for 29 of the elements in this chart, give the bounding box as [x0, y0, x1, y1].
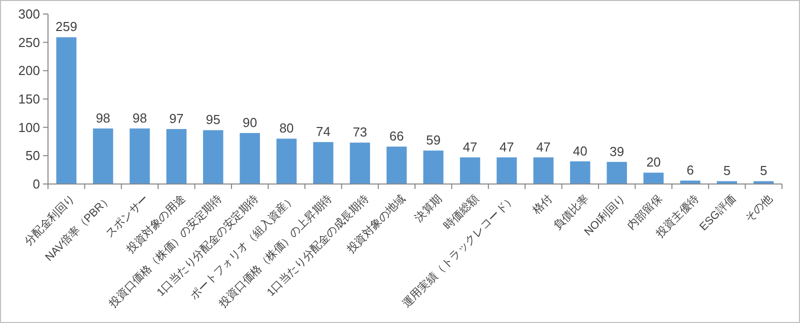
data-label: 98 — [132, 110, 147, 126]
data-label: 47 — [536, 139, 551, 154]
data-label: 59 — [426, 132, 441, 148]
data-label: 47 — [500, 139, 514, 154]
data-label: 39 — [610, 144, 624, 159]
data-label: 40 — [572, 143, 588, 158]
data-label: 5 — [760, 163, 768, 178]
y-tick-label: 300 — [18, 6, 40, 22]
data-label: 6 — [686, 162, 694, 178]
x-tick-label: その他 — [743, 192, 775, 225]
y-tick-label: 100 — [18, 120, 40, 135]
y-tick-label: 50 — [26, 148, 40, 164]
data-label: 90 — [242, 115, 258, 130]
data-label: 74 — [316, 124, 330, 140]
data-label: 98 — [96, 110, 110, 126]
data-label: 97 — [169, 111, 184, 126]
x-tick-label: 格付 — [530, 192, 555, 218]
data-label: 80 — [279, 120, 294, 136]
y-tick-label: 200 — [18, 63, 40, 78]
y-tick-label: 250 — [18, 34, 40, 50]
data-label: 20 — [646, 154, 661, 170]
data-label: 73 — [352, 124, 368, 140]
data-label: 47 — [462, 139, 478, 154]
data-label: 66 — [389, 128, 404, 144]
data-label: 259 — [56, 19, 78, 34]
y-tick-label: 150 — [18, 92, 40, 106]
y-tick-label: 0 — [32, 176, 40, 192]
data-label: 5 — [723, 163, 731, 178]
data-label: 95 — [206, 112, 220, 128]
